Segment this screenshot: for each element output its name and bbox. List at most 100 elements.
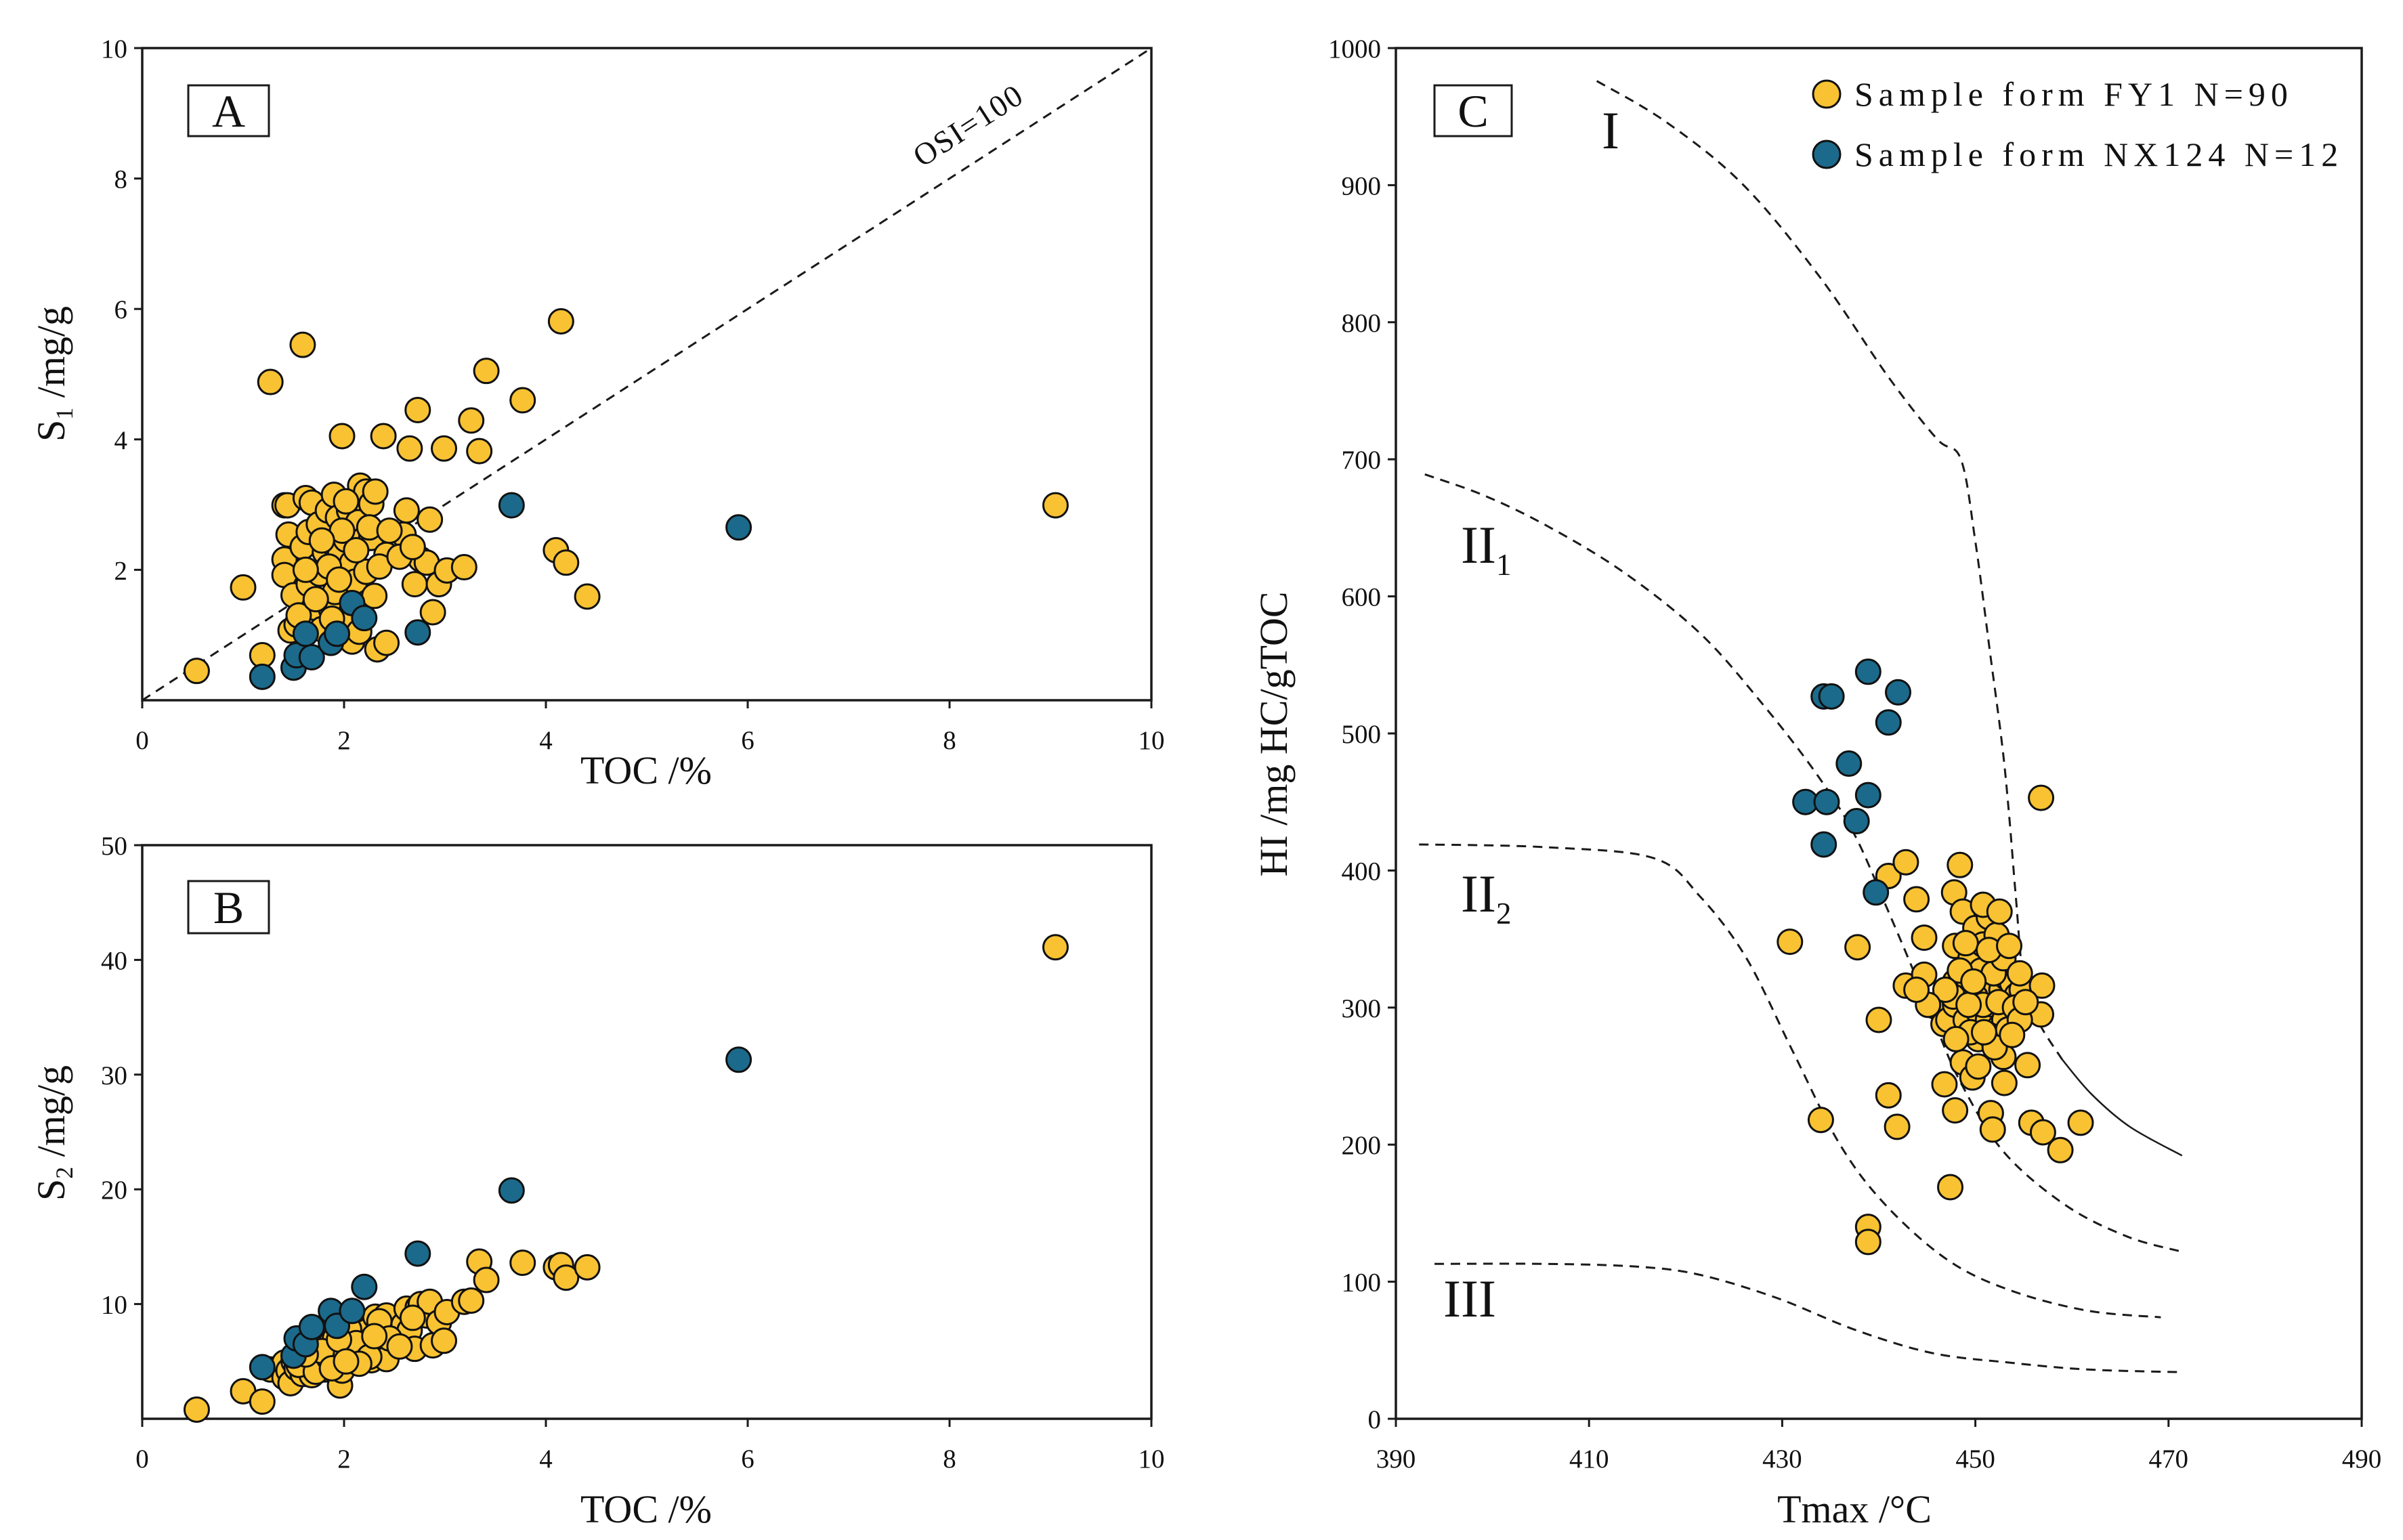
y-tick-label: 500 [1342,720,1382,749]
data-point-fy1 [183,1396,210,1423]
data-point-fy1 [1970,1019,1997,1046]
data-point-nx124 [1854,658,1881,685]
data-point-nx124 [351,605,378,632]
x-tick-label: 390 [1376,1445,1416,1474]
data-point-nx124 [1813,788,1840,815]
data-point-fy1 [547,307,574,335]
data-point-fy1 [509,1249,536,1277]
y-axis-title-unit: /mg/g [29,1065,73,1167]
data-point-nx124 [249,1354,276,1381]
data-point-fy1 [2028,972,2056,999]
data-point-fy1 [361,582,388,609]
data-point-fy1 [393,497,420,524]
data-point-fy1 [419,599,446,626]
series-nx124 [249,492,752,690]
data-point-nx124 [351,1273,378,1300]
data-point-nx124 [1885,679,1912,706]
data-point-fy1 [1947,851,1974,878]
data-point-fy1 [1903,976,1930,1003]
x-axis-title: Tmax /°C [1777,1487,1932,1531]
panel-label-box-b [187,880,270,935]
kerogen-type-label-text: II [1461,515,1496,574]
kerogen-boundary-I-solid-tail [2061,1058,2183,1157]
data-point-nx124 [1843,808,1870,835]
y-tick-label: 4 [114,426,128,455]
data-point-fy1 [458,1287,485,1314]
data-point-nx124 [404,619,431,646]
data-point-fy1 [401,571,428,598]
plot-frame [141,844,1153,1420]
data-point-nx124 [324,620,351,647]
data-point-fy1 [289,331,316,358]
panel-label-a: A [212,85,245,137]
data-point-fy1 [2014,1052,2041,1079]
panel-label-box-c [1433,84,1513,137]
data-point-fy1 [450,554,477,581]
data-point-fy1 [249,1388,276,1415]
panel-c: Tmax /°C HI /mg HC/gTOC I II1 II2 III 39… [1252,35,2381,1531]
panel-label-b: B [213,882,244,933]
series-nx124 [249,1046,752,1381]
data-point-fy1 [328,423,356,450]
y-tick-label: 400 [1342,857,1382,886]
series-nx124 [1792,658,1912,906]
data-point-fy1 [574,1254,601,1281]
data-point-fy1 [399,534,426,561]
data-point-fy1 [1937,1174,1964,1201]
data-point-fy1 [431,1327,458,1354]
y-tick-label: 20 [101,1176,127,1205]
y-tick-label: 300 [1342,994,1382,1023]
x-tick-label: 2 [337,1445,351,1474]
data-point-nx124 [298,643,325,670]
data-point-fy1 [1884,1113,1911,1140]
data-point-nx124 [1818,683,1845,710]
data-point-fy1 [386,1333,413,1360]
data-point-fy1 [509,387,536,414]
data-point-fy1 [1942,1097,1969,1124]
data-point-fy1 [1903,886,1930,913]
series-fy1 [1777,784,2094,1256]
x-axis-title: TOC /% [580,748,712,792]
y-tick-label: 800 [1342,309,1382,338]
data-point-fy1 [1892,849,1919,876]
data-point-nx124 [404,1240,431,1267]
data-point-fy1 [2067,1109,2094,1136]
data-point-nx124 [498,492,525,519]
data-point-fy1 [1807,1107,1834,1134]
legend: Sample form FY1 N=90 Sample form NX124 N… [1812,75,2338,173]
y-tick-label: 900 [1342,171,1382,200]
y-tick-label: 6 [114,295,128,324]
x-tick-label: 430 [1762,1445,1802,1474]
data-point-fy1 [1844,934,1871,961]
data-point-fy1 [404,396,431,423]
overlay: A B C Sample form FY1 N=90 Sample form N… [187,75,2338,935]
data-point-fy1 [1865,1006,1892,1033]
y-axis-title-subscript: 1 [51,408,78,420]
data-point-nx124 [1810,831,1837,858]
data-point-fy1 [1979,1116,2006,1143]
data-point-fy1 [1999,1021,2026,1048]
data-point-fy1 [1042,492,1069,519]
data-point-fy1 [183,658,210,685]
data-point-fy1 [230,574,257,601]
x-axis-title: TOC /% [580,1487,712,1531]
data-point-fy1 [373,629,400,656]
y-axis-title-main: S [29,1179,73,1201]
x-tick-label: 6 [741,726,754,755]
data-point-fy1 [333,488,360,515]
panel-label-c: C [1458,85,1488,137]
data-point-fy1 [1777,928,1804,956]
data-point-fy1 [1875,1082,1902,1109]
data-point-fy1 [343,537,370,564]
data-point-nx124 [1854,782,1881,809]
data-point-fy1 [1042,934,1069,961]
kerogen-type-label-III: III [1443,1269,1496,1328]
data-point-nx124 [725,514,752,541]
data-point-nx124 [725,1046,752,1073]
y-axis-title: S2 /mg/g [29,1065,78,1201]
data-point-fy1 [1960,968,1987,995]
data-point-fy1 [308,527,335,554]
data-point-fy1 [333,1348,360,1375]
kerogen-type-label-text: I [1602,101,1619,160]
